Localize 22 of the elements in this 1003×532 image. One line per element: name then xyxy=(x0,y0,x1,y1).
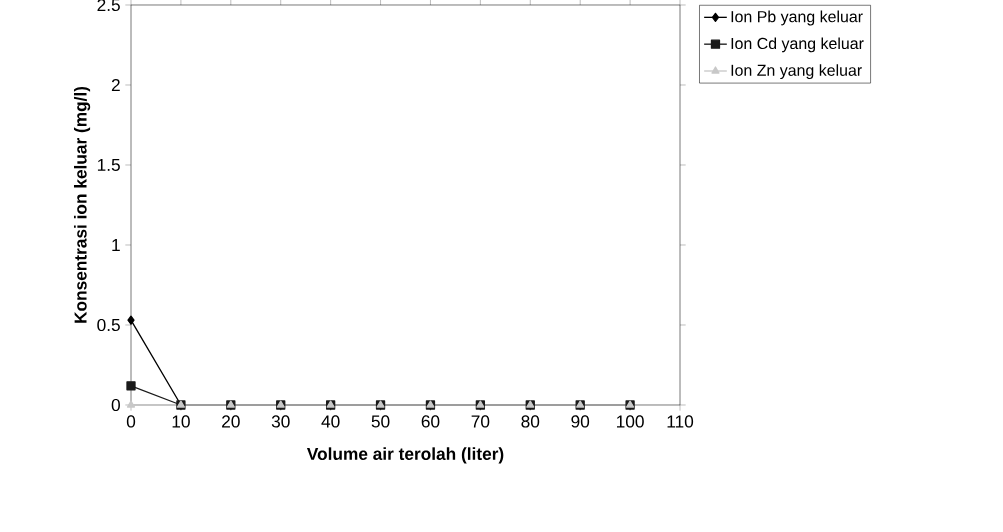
y-tick-label: 2 xyxy=(111,78,120,92)
legend-label: Ion Zn yang keluar xyxy=(731,64,862,80)
x-tick-label: 110 xyxy=(667,415,694,428)
x-tick-label: 60 xyxy=(421,415,440,428)
x-axis-title: Volume air terolah (liter) xyxy=(306,447,504,464)
x-tick-label: 50 xyxy=(371,415,390,428)
x-tick-label: 100 xyxy=(617,415,644,428)
y-tick-label: 0.5 xyxy=(97,318,120,332)
y-tick-label: 1.5 xyxy=(97,158,120,172)
x-tick-label: 0 xyxy=(126,415,136,428)
x-tick-label: 70 xyxy=(471,415,490,428)
x-tick-label: 10 xyxy=(172,415,190,428)
x-tick-label: 40 xyxy=(321,415,340,428)
x-tick-label: 30 xyxy=(271,415,290,428)
legend-label: Ion Pb yang keluar xyxy=(731,10,863,26)
y-tick-label: 0 xyxy=(111,398,120,412)
y-tick-label: 1 xyxy=(112,239,120,251)
y-axis-title: Konsentrasi ion keluar (mg/l) xyxy=(73,86,91,323)
x-tick-label: 90 xyxy=(571,415,590,428)
x-tick-label: 80 xyxy=(521,415,540,428)
legend-label: Ion Cd yang keluar xyxy=(731,37,864,53)
x-tick-label: 20 xyxy=(222,415,240,428)
